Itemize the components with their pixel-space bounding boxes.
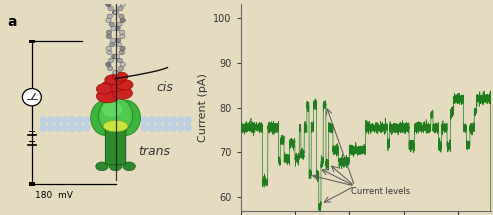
Ellipse shape (149, 124, 155, 131)
Ellipse shape (69, 117, 75, 124)
Ellipse shape (120, 34, 125, 39)
Ellipse shape (109, 42, 115, 47)
Ellipse shape (116, 42, 121, 47)
Ellipse shape (185, 117, 191, 124)
Ellipse shape (108, 6, 113, 11)
Ellipse shape (141, 117, 147, 124)
Text: cis: cis (156, 81, 173, 94)
Ellipse shape (112, 10, 118, 15)
Ellipse shape (185, 124, 191, 131)
Ellipse shape (117, 58, 123, 63)
Ellipse shape (55, 117, 61, 124)
Ellipse shape (111, 54, 117, 59)
Circle shape (22, 89, 41, 106)
Ellipse shape (118, 6, 123, 11)
Ellipse shape (163, 117, 169, 124)
Ellipse shape (163, 124, 169, 131)
Ellipse shape (47, 124, 53, 131)
Ellipse shape (113, 70, 118, 75)
Ellipse shape (62, 124, 68, 131)
Ellipse shape (106, 2, 111, 7)
Ellipse shape (107, 14, 112, 18)
Ellipse shape (102, 102, 122, 117)
Ellipse shape (141, 124, 147, 131)
Text: a: a (7, 15, 16, 29)
Ellipse shape (116, 80, 133, 90)
Ellipse shape (120, 2, 126, 7)
Text: 180  mV: 180 mV (35, 191, 73, 200)
Ellipse shape (112, 87, 133, 99)
Ellipse shape (105, 74, 124, 85)
Ellipse shape (106, 18, 111, 23)
Ellipse shape (112, 72, 128, 81)
Ellipse shape (102, 80, 125, 92)
Ellipse shape (40, 117, 46, 124)
Ellipse shape (119, 50, 124, 55)
Text: trans: trans (138, 145, 170, 158)
Ellipse shape (171, 117, 176, 124)
Text: Current levels: Current levels (352, 187, 411, 196)
Ellipse shape (84, 117, 90, 124)
Ellipse shape (107, 66, 113, 71)
Ellipse shape (178, 117, 183, 124)
Ellipse shape (119, 14, 124, 18)
Ellipse shape (171, 124, 176, 131)
Ellipse shape (119, 30, 125, 35)
FancyBboxPatch shape (106, 127, 126, 165)
Ellipse shape (55, 124, 61, 131)
Ellipse shape (47, 117, 53, 124)
Ellipse shape (96, 89, 119, 103)
Ellipse shape (40, 124, 46, 131)
Ellipse shape (120, 18, 125, 23)
Ellipse shape (103, 120, 128, 132)
Ellipse shape (69, 124, 75, 131)
Ellipse shape (96, 162, 108, 171)
Ellipse shape (111, 26, 116, 31)
Ellipse shape (113, 70, 118, 75)
Ellipse shape (106, 34, 111, 39)
Ellipse shape (62, 117, 68, 124)
Ellipse shape (123, 162, 136, 171)
Ellipse shape (118, 66, 124, 71)
Bar (29, 40, 35, 43)
Ellipse shape (106, 50, 112, 55)
Ellipse shape (156, 124, 162, 131)
Ellipse shape (108, 58, 114, 63)
Ellipse shape (76, 124, 82, 131)
Ellipse shape (120, 62, 126, 67)
Ellipse shape (156, 117, 162, 124)
Ellipse shape (99, 97, 133, 134)
Ellipse shape (111, 100, 141, 135)
Bar (29, 182, 35, 186)
Ellipse shape (110, 38, 116, 43)
Ellipse shape (84, 124, 90, 131)
Ellipse shape (178, 124, 183, 131)
Ellipse shape (114, 54, 120, 59)
Ellipse shape (109, 162, 122, 171)
Y-axis label: Current (pA): Current (pA) (198, 73, 208, 142)
Ellipse shape (115, 38, 121, 43)
Ellipse shape (96, 84, 112, 94)
Ellipse shape (106, 62, 111, 67)
Ellipse shape (76, 117, 82, 124)
Ellipse shape (91, 100, 120, 135)
Ellipse shape (106, 30, 112, 35)
Ellipse shape (117, 22, 122, 27)
Ellipse shape (106, 46, 111, 51)
Ellipse shape (149, 117, 155, 124)
Ellipse shape (113, 10, 119, 15)
Ellipse shape (120, 46, 125, 51)
Ellipse shape (109, 22, 114, 27)
Ellipse shape (115, 26, 120, 31)
